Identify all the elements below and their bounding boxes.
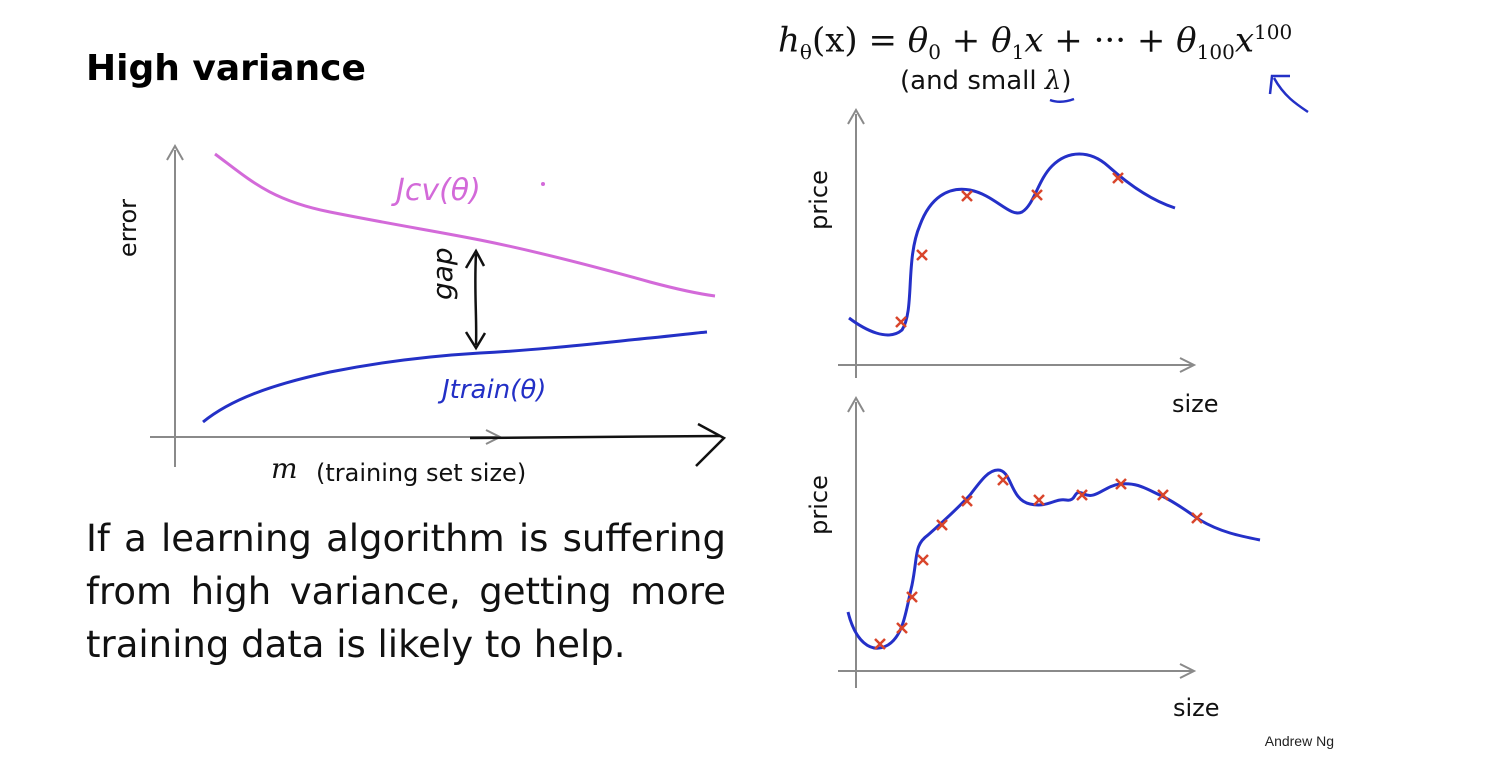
top-marker-4 xyxy=(1031,189,1043,201)
bottom-data-markers xyxy=(874,474,1203,650)
top-x-axis-arrowhead xyxy=(1179,357,1197,373)
gap-arrow-bottom-head xyxy=(464,331,487,351)
top-marker-2 xyxy=(916,249,928,261)
slide-title: High variance xyxy=(86,48,366,89)
bottom-marker-11 xyxy=(1157,489,1169,501)
bottom-marker-6 xyxy=(961,495,973,507)
cv-label-dot xyxy=(541,182,545,186)
lc-ylabel: error xyxy=(114,199,142,257)
bottom-xlabel: size xyxy=(1173,694,1220,722)
top-marker-1 xyxy=(895,316,907,328)
gap-arrow-top-head xyxy=(464,248,486,269)
gap-arrow xyxy=(474,253,478,346)
bottom-marker-5 xyxy=(936,519,948,531)
lc-y-axis-arrowhead xyxy=(166,143,184,161)
author-credit: Andrew Ng xyxy=(1264,733,1334,749)
lc-xlabel-symbol: m xyxy=(271,452,298,485)
top-marker-3 xyxy=(961,190,973,202)
cv-error-curve xyxy=(214,152,716,298)
lambda-note: (and small λ) xyxy=(900,66,1072,96)
top-fit-curve xyxy=(848,152,1176,337)
learning-curve-chart: error m (training set size) Jcv(θ) Jtrai… xyxy=(114,143,727,487)
bottom-fit-curve xyxy=(846,468,1261,650)
bottom-marker-10 xyxy=(1115,478,1127,490)
slide-body-text: If a learning algorithm is suffering fro… xyxy=(86,517,726,666)
fit-plot-top: price size xyxy=(805,107,1219,418)
bottom-marker-4 xyxy=(917,554,929,566)
lc-x-axis-handdrawn xyxy=(469,434,721,440)
bottom-marker-1 xyxy=(874,638,886,650)
top-data-markers xyxy=(895,172,1124,328)
lc-xlabel: (training set size) xyxy=(316,459,526,487)
bottom-marker-7 xyxy=(997,474,1009,486)
cv-curve-label: Jcv(θ) xyxy=(391,173,481,208)
gap-label: gap xyxy=(426,247,459,300)
bottom-marker-8 xyxy=(1033,494,1045,506)
train-curve-label: Jtrain(θ) xyxy=(437,375,546,405)
bottom-x-axis-arrowhead xyxy=(1179,663,1197,679)
top-marker-5 xyxy=(1112,172,1124,184)
bottom-marker-2 xyxy=(896,622,908,634)
train-error-curve xyxy=(202,330,708,424)
lambda-underline xyxy=(1049,97,1075,104)
top-y-axis-arrowhead xyxy=(847,107,865,125)
fit-plot-bottom: price size xyxy=(805,395,1261,722)
top-xlabel: size xyxy=(1172,390,1219,418)
lc-x-axis-handdrawn-arrowhead xyxy=(695,422,727,467)
hypothesis-formula: hθ(x) = θ0 + θ1x + ··· + θ100x100 xyxy=(778,20,1293,65)
bottom-marker-12 xyxy=(1191,512,1203,524)
bottom-y-axis-arrowhead xyxy=(847,395,865,413)
bottom-marker-3 xyxy=(906,591,918,603)
bottom-ylabel: price xyxy=(805,475,833,535)
top-ylabel: price xyxy=(805,170,833,230)
formula-pointer-arrow xyxy=(1268,74,1309,114)
bottom-marker-9 xyxy=(1076,489,1088,501)
